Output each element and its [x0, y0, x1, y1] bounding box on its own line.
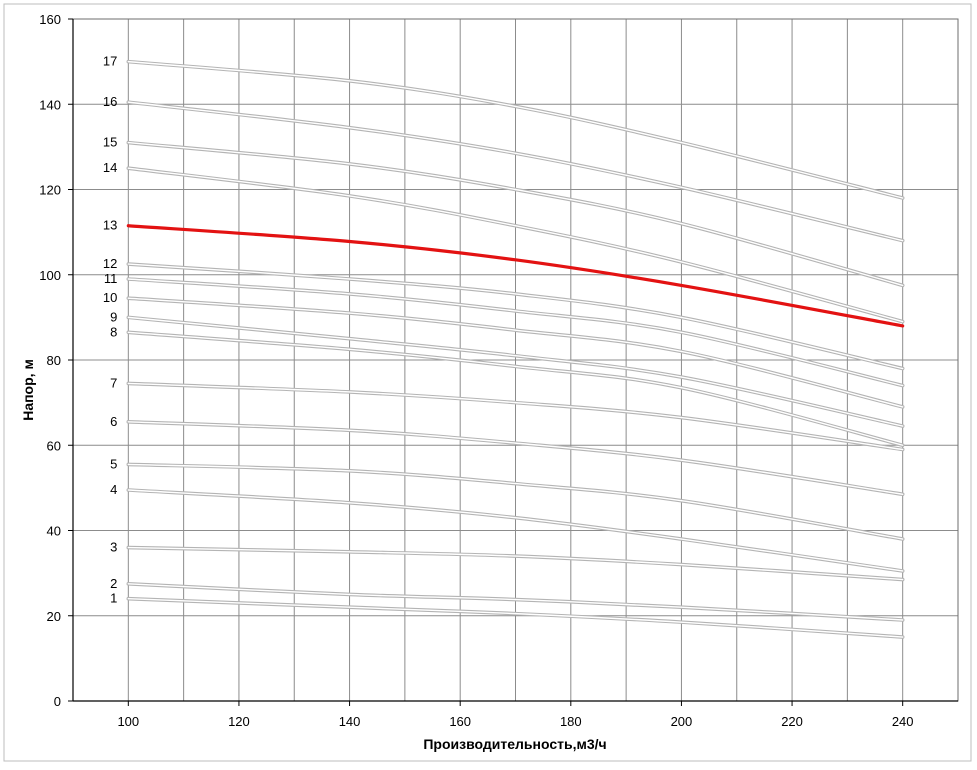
y-axis-label: Напор, м: [20, 359, 36, 421]
series-curve-7: [126, 381, 905, 452]
series-label-5: 5: [110, 456, 117, 471]
series-label-3: 3: [110, 540, 117, 555]
x-tick-label: 140: [339, 714, 361, 729]
x-tick-label: 160: [449, 714, 471, 729]
series-line-core: [127, 331, 904, 446]
series-curve-16: [126, 100, 905, 243]
series-curve-14: [126, 166, 905, 324]
series-label-14: 14: [103, 160, 117, 175]
series-curve-3: [126, 545, 905, 582]
series-line-core: [127, 141, 904, 287]
series-curve-12: [126, 262, 905, 371]
y-tick-label: 20: [47, 609, 61, 624]
series-line-core: [127, 263, 904, 370]
series-label-7: 7: [110, 375, 117, 390]
series-line-core: [127, 546, 904, 581]
series-line-core: [127, 101, 904, 242]
series-line-core: [127, 583, 904, 621]
series-line-core: [127, 382, 904, 451]
series-curve-8: [126, 330, 905, 448]
chart-outer-border: [3, 3, 972, 762]
series-curve-1: [126, 596, 905, 639]
series-line-core: [127, 489, 904, 572]
series-curve-5: [126, 462, 905, 541]
x-tick-label: 200: [671, 714, 693, 729]
series-curve-10: [126, 296, 905, 409]
series-curve-17: [126, 59, 905, 200]
series-label-8: 8: [110, 324, 117, 339]
y-tick-label: 0: [54, 694, 61, 709]
grid-lines: [73, 19, 958, 701]
y-tick-label: 120: [39, 183, 61, 198]
y-tick-label: 140: [39, 97, 61, 112]
y-tick-label: 80: [47, 353, 61, 368]
series-line-core: [127, 463, 904, 540]
tick-labels: 100 120 140 160 180 200 220 240 0 20 40 60 80 100 120 1…: [39, 12, 913, 729]
series-line-core: [127, 316, 904, 427]
series-label-11: 11: [104, 271, 118, 286]
series-label-9: 9: [110, 309, 117, 324]
y-tick-label: 100: [39, 268, 61, 283]
series-label-4: 4: [110, 482, 117, 497]
series-curve-15: [126, 140, 905, 288]
series-curve-9: [126, 315, 905, 428]
series-line-core: [127, 167, 904, 323]
series-curve-13: [126, 224, 905, 328]
series-label-17: 17: [103, 54, 117, 69]
y-tick-label: 160: [39, 12, 61, 27]
x-tick-label: 120: [228, 714, 250, 729]
x-tick-label: 180: [560, 714, 582, 729]
series-label-10: 10: [103, 290, 117, 305]
series-label-2: 2: [110, 576, 117, 591]
x-tick-label: 220: [781, 714, 803, 729]
y-tick-label: 40: [47, 524, 61, 539]
series-curve-4: [126, 488, 905, 573]
series-label-12: 12: [103, 256, 117, 271]
series-line-core: [127, 278, 904, 387]
series-line-highlight: [126, 224, 905, 328]
x-tick-label: 100: [117, 714, 139, 729]
series-label-6: 6: [110, 414, 117, 429]
series-line-core: [127, 60, 904, 199]
series-line-core: [127, 297, 904, 408]
series-line-core: [127, 421, 904, 495]
series-label-1: 1: [110, 591, 117, 606]
y-tick-label: 60: [47, 438, 61, 453]
series-curve-2: [126, 581, 905, 622]
series-label-13: 13: [103, 218, 117, 233]
x-tick-label: 240: [892, 714, 914, 729]
series-line-core: [127, 598, 904, 638]
series-label-16: 16: [103, 94, 117, 109]
series-label-15: 15: [103, 135, 117, 150]
x-axis-label: Производительность,м3/ч: [423, 736, 606, 752]
series-lines: [126, 59, 905, 639]
series-curve-11: [126, 277, 905, 388]
series-curve-6: [126, 420, 905, 497]
